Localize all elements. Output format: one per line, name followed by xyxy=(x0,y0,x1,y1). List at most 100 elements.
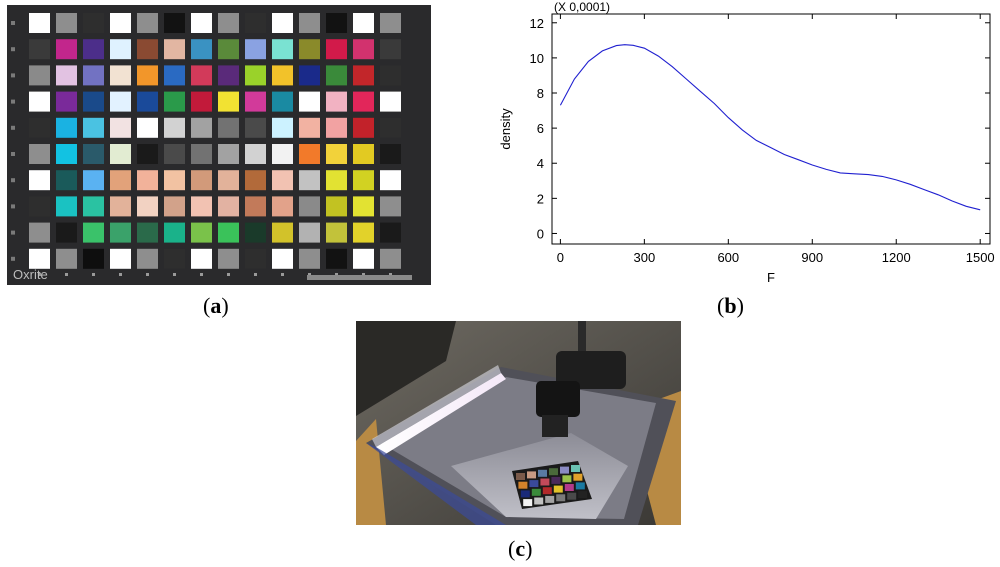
color-patch xyxy=(29,144,50,164)
color-patch xyxy=(272,196,293,217)
mini-color-patch xyxy=(523,499,533,507)
y-axis-label: density xyxy=(498,108,513,150)
mini-color-checker xyxy=(512,461,592,509)
color-patch xyxy=(83,248,104,269)
row-marker xyxy=(11,21,15,25)
mini-color-patch xyxy=(562,475,572,483)
color-patch xyxy=(83,65,104,86)
color-patch xyxy=(326,170,347,191)
color-patch xyxy=(191,170,212,191)
color-patch xyxy=(326,13,347,33)
color-patch xyxy=(299,144,320,164)
color-patch xyxy=(29,196,50,217)
color-patch xyxy=(380,117,401,138)
color-patch xyxy=(353,170,374,191)
mini-color-patch xyxy=(571,465,580,472)
panel-label-a: (a) xyxy=(203,293,229,318)
column-marker xyxy=(146,273,149,276)
mini-color-patch xyxy=(567,492,577,500)
fluorescent-lamp xyxy=(376,373,506,455)
color-patch xyxy=(245,144,266,164)
color-patch xyxy=(380,248,401,269)
color-patch xyxy=(218,91,239,112)
mini-color-patch xyxy=(564,484,574,491)
color-patch xyxy=(245,222,266,243)
row-marker xyxy=(11,178,15,183)
mini-color-patch xyxy=(534,497,544,505)
color-patch xyxy=(380,144,401,164)
color-patch xyxy=(218,117,239,138)
row-marker xyxy=(11,230,15,235)
color-patch xyxy=(137,248,158,269)
column-marker xyxy=(38,273,41,276)
color-patch xyxy=(191,144,212,164)
color-patch xyxy=(110,39,131,60)
y-tick-label: 4 xyxy=(537,156,544,171)
row-marker xyxy=(11,152,15,156)
color-patch xyxy=(164,144,185,164)
color-patch xyxy=(56,13,77,33)
plot-frame xyxy=(551,13,991,245)
color-patch xyxy=(380,170,401,191)
series-layer xyxy=(559,44,981,211)
color-patch xyxy=(353,13,374,33)
color-patch xyxy=(326,144,347,164)
color-patch xyxy=(164,65,185,86)
color-patch xyxy=(137,222,158,243)
color-patch xyxy=(191,117,212,138)
mini-color-patch xyxy=(518,481,528,489)
mini-color-patch xyxy=(538,469,547,477)
color-patch xyxy=(29,222,50,243)
color-patch xyxy=(299,170,320,191)
dark-bag xyxy=(356,321,456,416)
column-marker xyxy=(254,273,257,276)
color-patch xyxy=(56,248,77,269)
color-patch xyxy=(56,65,77,86)
column-marker xyxy=(173,273,176,276)
column-marker xyxy=(119,273,122,276)
color-patch xyxy=(83,144,104,164)
color-patch xyxy=(353,144,374,164)
color-patch xyxy=(353,248,374,269)
row-marker xyxy=(11,204,15,209)
color-patch xyxy=(245,91,266,112)
color-patch xyxy=(272,144,293,164)
color-patch xyxy=(56,117,77,138)
mini-color-patch xyxy=(542,487,552,495)
mini-color-patch xyxy=(551,476,561,484)
target-brand-text: Oxrite xyxy=(13,267,48,282)
column-marker xyxy=(308,273,311,276)
color-patch xyxy=(326,65,347,86)
color-patch xyxy=(380,196,401,217)
color-patch xyxy=(110,196,131,217)
x-tick-label: 0 xyxy=(557,250,564,265)
color-patch xyxy=(164,170,185,191)
color-patch xyxy=(83,196,104,217)
color-patch xyxy=(56,222,77,243)
color-patch xyxy=(380,222,401,243)
color-patch xyxy=(353,65,374,86)
x-axis-label: F xyxy=(767,270,775,285)
mini-color-patch xyxy=(529,480,539,488)
column-marker xyxy=(335,273,338,276)
color-patch xyxy=(191,196,212,217)
color-patch xyxy=(326,196,347,217)
imaging-setup-photo xyxy=(356,321,681,525)
color-patch xyxy=(272,248,293,269)
color-patch xyxy=(380,39,401,60)
row-marker xyxy=(11,99,15,104)
color-patch xyxy=(353,222,374,243)
row-marker xyxy=(11,47,15,52)
color-patch xyxy=(299,222,320,243)
color-patch xyxy=(272,39,293,60)
target-scale-bar xyxy=(307,275,412,280)
column-marker xyxy=(227,273,230,276)
panel-label-b: (b) xyxy=(717,293,744,318)
x-tick-label: 600 xyxy=(717,250,739,265)
column-marker xyxy=(200,273,203,276)
color-patch xyxy=(164,39,185,60)
color-target-grid xyxy=(11,13,401,276)
color-patch xyxy=(353,39,374,60)
color-patch xyxy=(245,65,266,86)
color-patch xyxy=(110,248,131,269)
